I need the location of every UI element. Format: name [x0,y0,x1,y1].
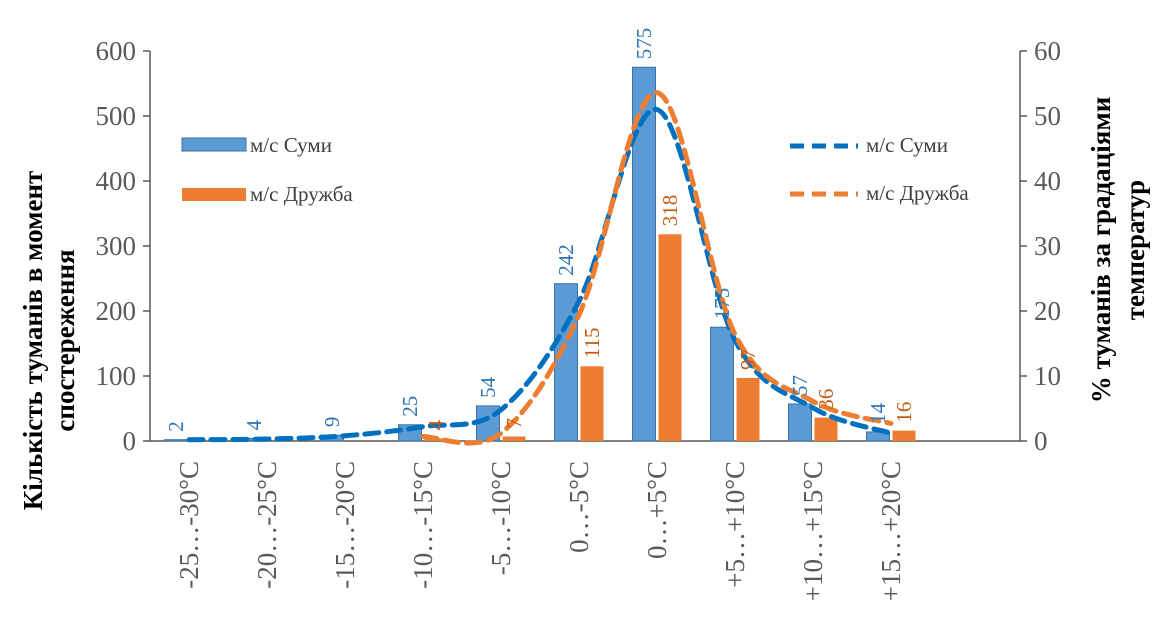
bar-druzhba [892,430,916,441]
data-label-druzhba: 318 [658,195,682,227]
y-right-title-line: % туманів за градаціями [1086,97,1116,404]
legend-swatch-sumy [181,137,247,152]
y-left-tick-label: 0 [123,426,137,456]
x-tick-label: -20…-25°C [252,461,282,589]
y-right-tick-label: 50 [1034,101,1061,131]
y-right-tick-label: 40 [1034,166,1061,196]
x-tick-label: 0…-5°C [564,461,594,553]
data-label-sumy: 25 [398,396,422,417]
line-druzhba [420,90,894,446]
line-sumy [186,106,894,443]
y-left-tick-label: 400 [96,166,137,196]
y-left-tick-label: 500 [96,101,137,131]
y-right-tick-label: 20 [1034,296,1061,326]
x-tick-label: -25…-30°C [174,461,204,589]
bar-sumy [632,66,656,442]
legend-line-label-sumy: м/с Суми [866,133,948,157]
y-left-title-line: спостереження [50,249,80,431]
bar-sumy [710,326,734,442]
data-label-sumy: 9 [320,417,344,428]
bar-druzhba [814,417,838,441]
x-tick-label: +15…+20°C [876,461,906,601]
bar-druzhba [502,436,526,441]
x-tick-label: -15…-20°C [330,461,360,589]
data-label-druzhba: 36 [814,389,838,410]
data-label-druzhba: 97 [736,349,760,370]
data-label-sumy: 242 [554,244,578,276]
axes: 0 100 200 300 400 500 600 0 10 20 30 40 50 60 [96,36,1062,456]
data-label-sumy: 2 [164,421,188,432]
y-right-tick-label: 10 [1034,361,1061,391]
bar-sumy [788,403,812,442]
y-right-tick-label: 0 [1034,426,1048,456]
data-label-sumy: 4 [242,419,266,430]
y-axis-left-title: Кількість туманів в момент спостереження [18,171,80,511]
x-tick-label: +5…+10°C [720,461,750,588]
y-right-tick-label: 60 [1034,36,1061,66]
bar-sumy [164,439,188,442]
y-left-title-line: Кількість туманів в момент [18,171,48,511]
data-label-sumy: 175 [710,288,734,320]
data-label-sumy: 54 [476,376,500,398]
y-left-tick-label: 100 [96,361,137,391]
y-left-tick-label: 200 [96,296,137,326]
legend-lines: м/с Суми м/с Дружба [790,133,969,205]
legend-swatch-druzhba [182,188,246,201]
y-axis-right-title: % туманів за градаціями температур [1086,97,1150,404]
legend-label-sumy: м/с Суми [250,133,332,157]
x-tick-label: -5…-10°C [486,461,516,575]
data-label-sumy: 57 [788,375,812,396]
y-right-title-line: температур [1120,180,1150,320]
legend-line-label-druzhba: м/с Дружба [866,181,969,205]
lines [186,90,894,446]
x-tick-label: +10…+15°C [798,461,828,601]
data-label-druzhba: 115 [580,328,604,359]
bar-druzhba [736,377,760,441]
y-left-tick-label: 600 [96,36,137,66]
legend-label-druzhba: м/с Дружба [250,182,353,206]
data-label-sumy: 575 [632,28,656,60]
data-label-druzhba: 7 [502,418,526,429]
y-right-tick-label: 30 [1034,231,1061,261]
x-tick-label: 0…+5°C [642,461,672,559]
data-label-druzhba: 4 [424,419,448,430]
y-left-tick-label: 300 [96,231,137,261]
x-tick-label: -10…-15°C [408,461,438,589]
legend-bars: м/с Суми м/с Дружба [181,133,353,206]
data-label-sumy: 14 [866,402,890,424]
data-label-druzhba: 16 [892,402,916,423]
bar-druzhba [580,366,604,441]
x-tick-labels: -25…-30°C -20…-25°C -15…-20°C -10…-15°C -5…-… [174,461,906,601]
bar-druzhba [658,234,682,441]
